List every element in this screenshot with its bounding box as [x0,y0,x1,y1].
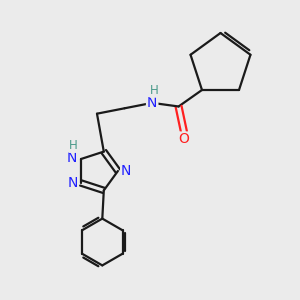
Text: H: H [69,139,78,152]
Text: H: H [150,84,159,97]
Text: N: N [68,176,78,190]
Text: O: O [178,133,189,146]
Text: N: N [67,151,77,164]
Text: N: N [121,164,131,178]
Text: N: N [147,96,158,110]
